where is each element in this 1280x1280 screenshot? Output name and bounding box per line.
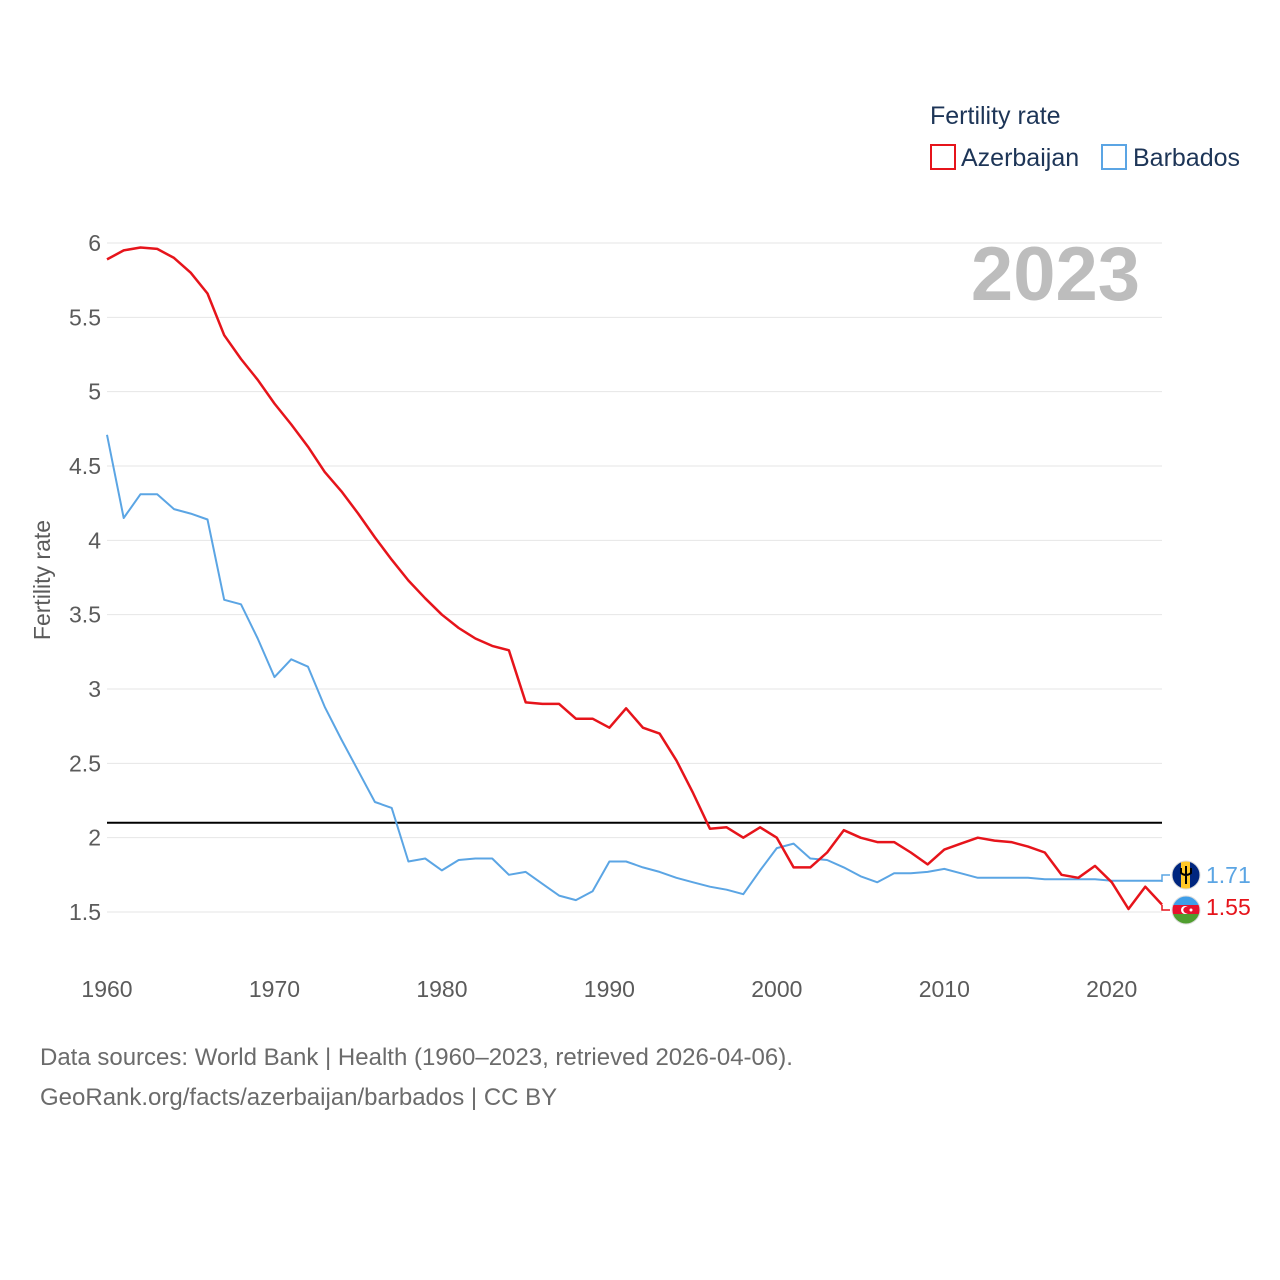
y-tick-label: 5 [88, 379, 101, 405]
footer-sources: Data sources: World Bank | Health (1960–… [40, 1044, 793, 1071]
end-marker-barbados: 1.71 [1161, 860, 1251, 890]
x-tick-label: 1960 [81, 976, 132, 1002]
year-label: 2023 [971, 232, 1140, 317]
legend-swatch-barbados [1101, 144, 1127, 170]
series-line-azerbaijan[interactable] [106, 246, 1163, 911]
end-marker-azerbaijan: 1.55 [1161, 894, 1251, 925]
legend-item-azerbaijan[interactable]: Azerbaijan [930, 144, 1079, 172]
y-tick-label: 3.5 [69, 602, 101, 628]
x-tick-label: 1990 [584, 976, 635, 1002]
y-tick-label: 2 [88, 825, 101, 851]
y-tick-label: 1.5 [69, 899, 101, 925]
y-tick-label: 5.5 [69, 304, 101, 330]
y-axis-ticks: 1.5 2 2.5 3 3.5 4 4.5 5 5.5 6 [69, 230, 101, 925]
y-axis-title: Fertility rate [29, 520, 55, 640]
y-tick-label: 4.5 [69, 453, 101, 479]
legend-swatch-azerbaijan [930, 144, 956, 170]
x-tick-label: 1970 [249, 976, 300, 1002]
legend-label-azerbaijan: Azerbaijan [961, 144, 1079, 172]
connector-barbados [1161, 874, 1170, 882]
y-tick-label: 4 [88, 527, 101, 553]
x-tick-label: 2010 [919, 976, 970, 1002]
x-tick-label: 2000 [751, 976, 802, 1002]
end-label-azerbaijan: 1.55 [1206, 894, 1251, 920]
x-axis-ticks: 1960 1970 1980 1990 2000 2010 2020 [81, 976, 1137, 1002]
legend: Fertility rate Azerbaijan Barbados [930, 102, 1240, 172]
series-line-barbados[interactable] [106, 434, 1162, 902]
y-tick-label: 3 [88, 676, 101, 702]
grid-lines [107, 242, 1162, 913]
y-tick-label: 2.5 [69, 750, 101, 776]
y-tick-label: 6 [88, 230, 101, 256]
barbados-flag-icon [1172, 861, 1200, 889]
footer-attribution[interactable]: GeoRank.org/facts/azerbaijan/barbados | … [40, 1084, 558, 1111]
legend-item-barbados[interactable]: Barbados [1101, 144, 1240, 172]
legend-title: Fertility rate [930, 102, 1061, 130]
x-tick-label: 2020 [1086, 976, 1137, 1002]
end-label-barbados: 1.71 [1206, 862, 1251, 888]
series-lines [106, 246, 1163, 911]
azerbaijan-flag-icon [1172, 896, 1200, 924]
connector-azerbaijan [1161, 905, 1170, 911]
legend-label-barbados: Barbados [1133, 144, 1240, 172]
x-tick-label: 1980 [416, 976, 467, 1002]
